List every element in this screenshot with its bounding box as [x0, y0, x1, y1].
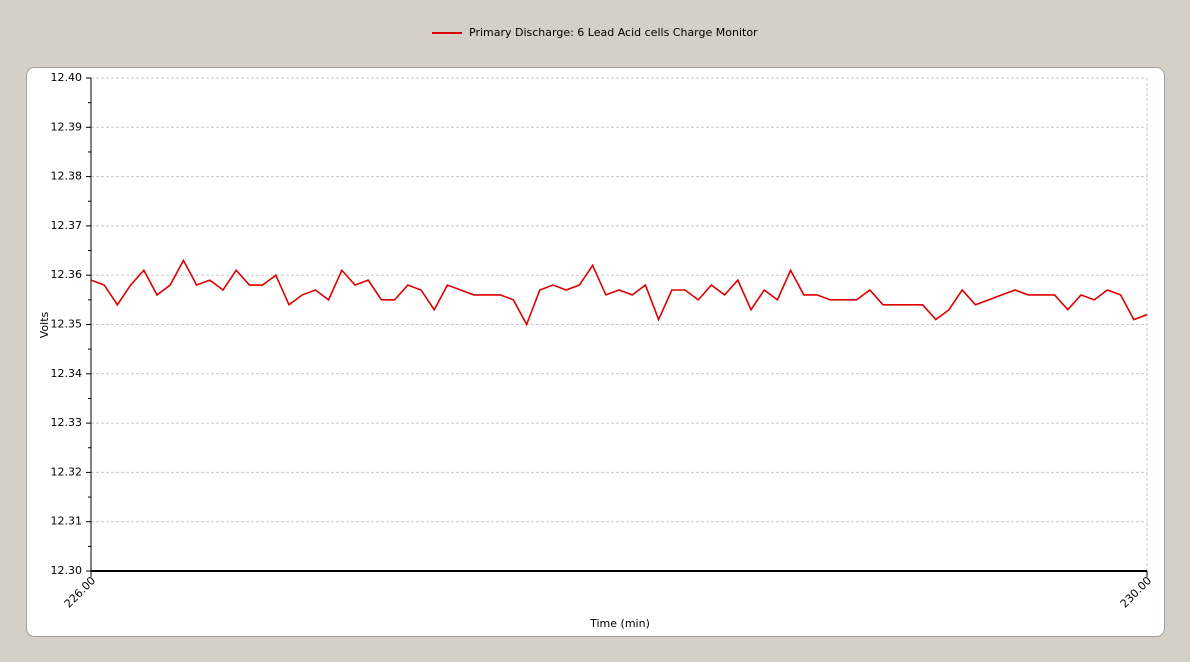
y-tick-label: 12.35 [51, 318, 83, 331]
y-tick-label: 12.30 [51, 564, 83, 577]
legend-label: Primary Discharge: 6 Lead Acid cells Cha… [469, 26, 758, 39]
y-tick-label: 12.34 [51, 367, 83, 380]
y-tick-label: 12.39 [51, 120, 83, 133]
data-line [90, 258, 1148, 327]
x-axis-label: Time (min) [589, 617, 650, 630]
y-axis-label: Volts [38, 311, 51, 338]
plot-panel [26, 67, 1165, 637]
y-tick-label: 12.36 [51, 268, 83, 281]
y-tick-label: 12.32 [51, 465, 83, 478]
y-tick-label: 12.37 [51, 219, 83, 232]
y-tick-label: 12.40 [51, 71, 83, 84]
y-tick-label: 12.31 [51, 515, 83, 528]
y-tick-label: 12.33 [51, 416, 83, 429]
y-tick-label: 12.38 [51, 170, 83, 183]
